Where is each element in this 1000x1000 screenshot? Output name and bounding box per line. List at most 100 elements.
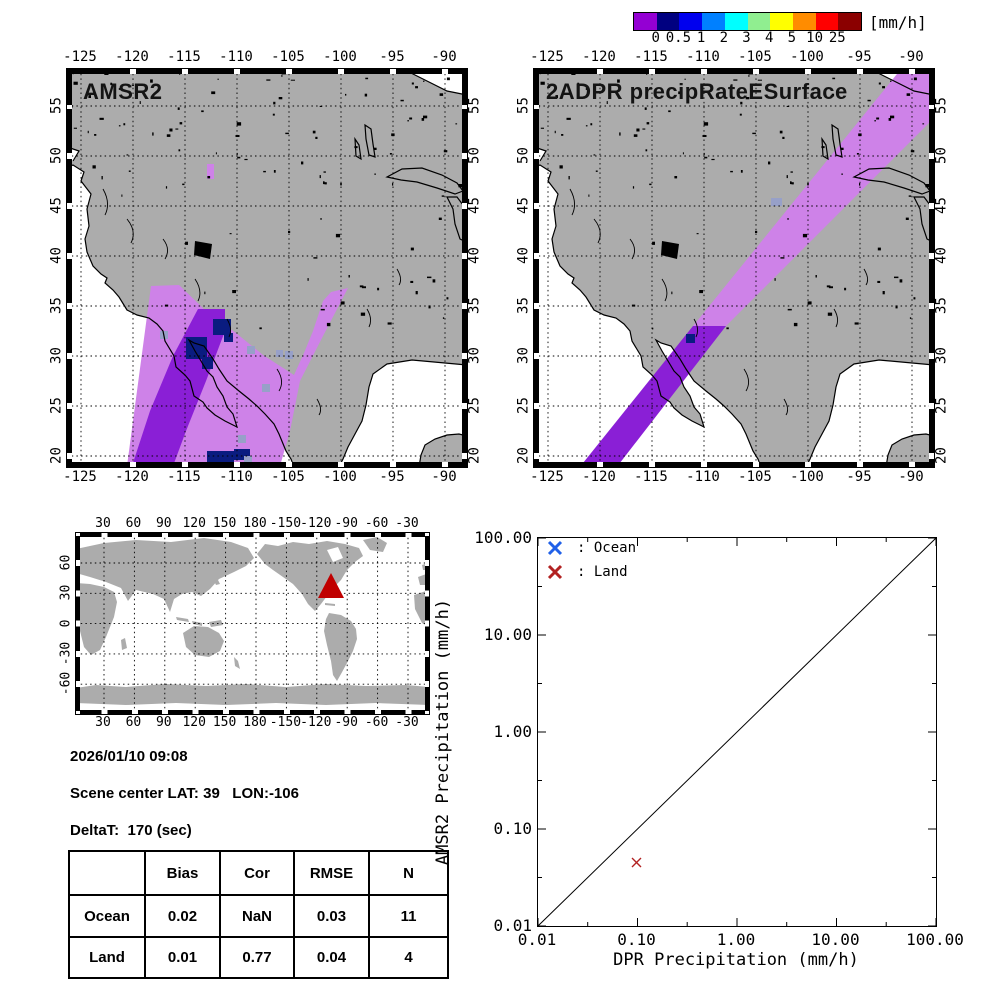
stats-value-cell: 0.03	[293, 894, 370, 938]
colorbar-swatch	[792, 13, 816, 30]
scatter-y-tick-label: 1.00	[493, 722, 532, 741]
lat-tick-label: 20	[48, 447, 65, 464]
world-gridlines	[76, 533, 429, 714]
lon-tick-label: -100	[790, 49, 824, 65]
scatter-x-tick-label: 0.01	[517, 930, 557, 949]
world-lon-tick-label: -90	[334, 715, 358, 730]
lat-tick-label: 30	[933, 347, 950, 364]
world-lon-tick-label: -120	[300, 715, 332, 730]
world-lon-tick-label: -150	[269, 516, 302, 531]
map-border-tick-strip	[929, 69, 934, 467]
stats-header-cell	[68, 850, 146, 896]
map-border-tick-strip	[534, 462, 934, 467]
scatter-y-tick-label: 0.10	[493, 819, 532, 838]
world-lat-tick-label: 30	[58, 584, 74, 601]
dpr-precip-swath	[579, 69, 934, 467]
lon-tick-label: -115	[167, 49, 201, 65]
lat-tick-label: 25	[466, 397, 483, 414]
lon-tick-label: -115	[634, 469, 668, 485]
scene-center: Scene center LAT: 39 LON:-106	[70, 785, 299, 802]
lon-tick-label: -115	[167, 469, 201, 485]
colorbar-swatch	[724, 13, 748, 30]
colorbar-swatch	[770, 13, 793, 30]
y-axis-label: AMSR2 Precipitation (mm/h)	[433, 598, 453, 866]
world-lon-tick-label: 150	[212, 516, 237, 531]
world-lon-tick-label: -60	[364, 516, 389, 531]
world-lon-tick-label: -30	[395, 715, 419, 730]
lat-tick-label: 20	[515, 447, 532, 464]
lon-tick-label: -125	[63, 469, 97, 485]
colorbar-swatch	[747, 13, 771, 30]
colorbar	[633, 12, 862, 31]
lon-tick-label: -125	[63, 49, 97, 65]
world-lat-tick-label: -30	[58, 641, 74, 666]
world-lon-tick-label: 30	[95, 715, 111, 730]
lon-tick-label: -110	[219, 469, 253, 485]
lon-tick-label: -90	[898, 49, 924, 65]
amsr2-precip-swath	[127, 164, 348, 466]
map-border-tick-strip	[67, 462, 467, 467]
lat-tick-label: 50	[515, 147, 532, 164]
world-lon-tick-label: 30	[95, 516, 111, 531]
colorbar-tick-label: 5	[787, 30, 797, 46]
lat-tick-label: 25	[933, 397, 950, 414]
map-title-2adpr: 2ADPR precipRateESurface	[546, 79, 848, 104]
world-lon-tick-label: -30	[395, 516, 419, 531]
stats-value-cell: 0.77	[219, 936, 295, 979]
lat-tick-label: 35	[466, 297, 483, 314]
lat-tick-label: 35	[48, 297, 65, 314]
scatter-x-tick-label: 10.00	[811, 930, 860, 949]
lat-tick-label: 55	[933, 97, 950, 114]
lat-tick-label: 35	[515, 297, 532, 314]
lat-tick-label: 45	[48, 197, 65, 214]
lon-tick-label: -95	[846, 49, 872, 65]
colorbar-swatch	[656, 13, 680, 30]
colorbar-tick-label: 0.5	[665, 30, 692, 46]
stats-header-cell: RMSE	[293, 850, 370, 896]
lat-tick-label: 45	[466, 197, 483, 214]
map-border-tick-strip	[67, 69, 467, 74]
map-border-tick-strip	[534, 69, 539, 467]
scatter-y-tick-label: 10.00	[483, 625, 532, 644]
lat-tick-label: 25	[515, 397, 532, 414]
lon-tick-label: -95	[846, 469, 872, 485]
colorbar-tick-label: 0	[651, 30, 660, 46]
stats-value-cell: NaN	[219, 894, 295, 938]
world-border-tick-strip	[76, 533, 429, 537]
stats-header-cell: Cor	[219, 850, 295, 896]
lat-tick-label: 50	[48, 147, 65, 164]
map-amsr2-canvas	[67, 69, 467, 467]
x-axis-label: DPR Precipitation (mm/h)	[613, 950, 859, 970]
world-lon-tick-label: 60	[125, 715, 142, 730]
stats-value-cell: Ocean	[68, 894, 146, 938]
stats-header-cell: Bias	[144, 850, 221, 896]
map-border-tick-strip	[534, 69, 934, 74]
world-lon-tick-label: 90	[155, 715, 172, 730]
lat-tick-label: 40	[515, 247, 532, 264]
world-lon-tick-label: 120	[182, 516, 206, 531]
lat-tick-label: 30	[515, 347, 532, 364]
stats-value-cell: Land	[68, 936, 146, 979]
lat-tick-label: 35	[933, 297, 950, 314]
lon-tick-label: -115	[634, 49, 668, 65]
colorbar-swatch	[838, 13, 862, 30]
lon-tick-label: -120	[115, 49, 149, 65]
lon-tick-label: -90	[431, 469, 457, 485]
map-2adpr: 2ADPR precipRateESurface	[533, 68, 935, 468]
scene-location-marker	[318, 573, 344, 598]
scatter-x-tick-label: 100.00	[906, 930, 964, 949]
hudson-bay	[327, 547, 343, 562]
colorbar-swatch	[702, 13, 725, 30]
stats-value-cell: 4	[368, 936, 449, 979]
world-lon-tick-label: 180	[243, 715, 267, 730]
world-lon-tick-label: 120	[182, 715, 206, 730]
lat-tick-label: 55	[466, 97, 483, 114]
lon-tick-label: -120	[582, 469, 616, 485]
lat-tick-label: 20	[466, 447, 483, 464]
lon-tick-label: -105	[271, 469, 305, 485]
lat-tick-label: 40	[933, 247, 950, 264]
world-border-tick-strip	[425, 533, 429, 714]
world-border-tick-strip	[76, 533, 80, 714]
legend-ocean-label: : Ocean	[577, 540, 637, 556]
